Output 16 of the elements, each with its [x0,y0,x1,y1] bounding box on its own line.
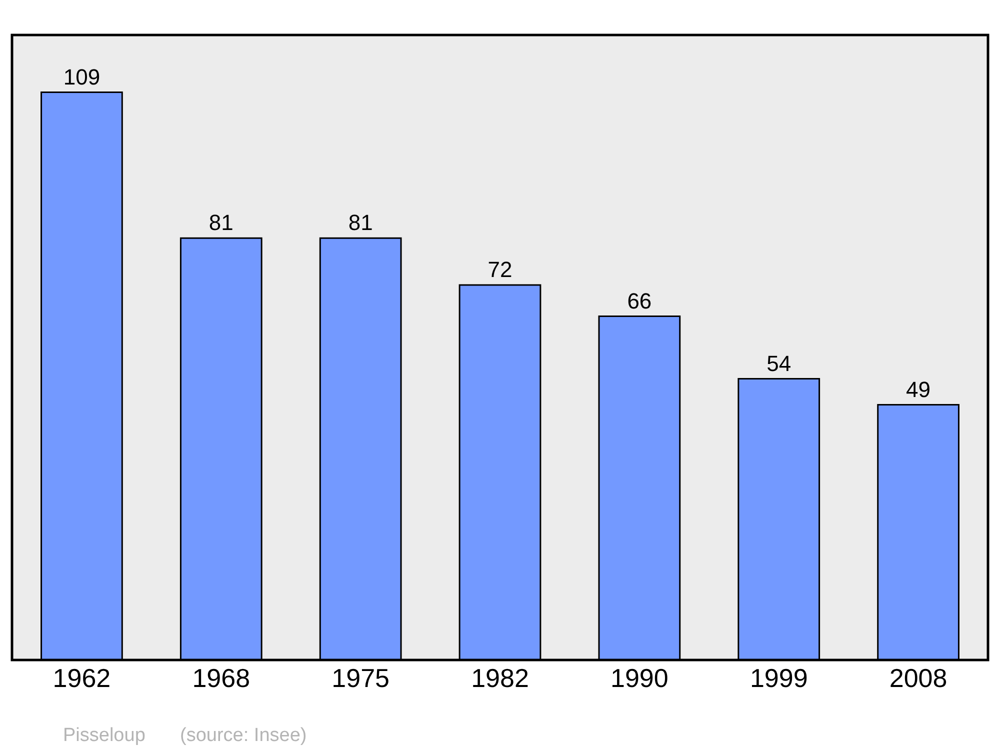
data-label: 49 [906,376,931,402]
data-label: 109 [63,64,100,90]
x-tick-label: 1982 [471,663,529,693]
x-tick-label: 2008 [889,663,948,693]
data-label: 81 [208,210,234,236]
x-tick-label: 1990 [610,663,668,693]
data-label: 81 [348,210,373,236]
data-label: 72 [488,257,512,282]
text: Pisseloup [63,725,146,746]
x-tick-label: 1975 [332,663,390,693]
text: (source: Insee) [180,725,307,746]
x-tick-label: 1968 [192,663,250,693]
data-label: 66 [627,288,652,314]
x-tick-label: 1962 [52,663,111,693]
x-tick-label: 1999 [750,663,808,693]
data-label: 54 [766,350,792,376]
